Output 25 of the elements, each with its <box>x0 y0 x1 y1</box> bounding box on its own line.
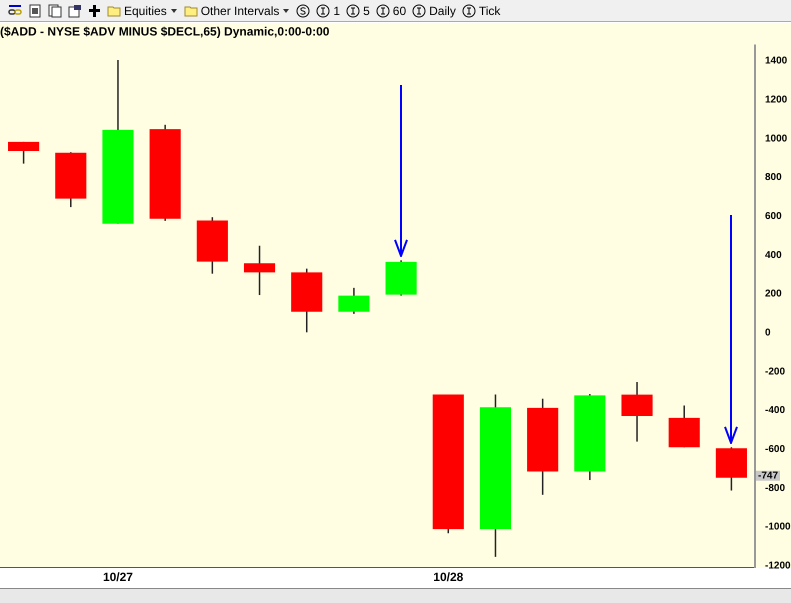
y-tick-label: -1000 <box>765 522 791 533</box>
text: Daily <box>429 4 456 18</box>
y-tick-label: -600 <box>765 444 786 455</box>
y-tick-label: 1000 <box>765 133 788 144</box>
y-tick-label: 600 <box>765 210 782 222</box>
y-tick-label: 800 <box>765 172 782 184</box>
y-tick-label: -200 <box>765 366 786 378</box>
text: Tick <box>478 4 500 18</box>
text: 1 <box>333 4 340 18</box>
y-tick-label: -800 <box>765 482 786 494</box>
text: Equities <box>124 4 167 18</box>
y-tick-label: 1400 <box>765 56 788 67</box>
text: 60 <box>392 4 406 18</box>
y-tick-label: -1200 <box>765 560 791 572</box>
chart-title: ($ADD - NYSE $ADV MINUS $DECL,65) Dynamic,0:00-0:00 <box>0 24 330 39</box>
y-tick-label: 1200 <box>765 94 788 106</box>
y-tick-label: 400 <box>765 250 782 261</box>
y-tick-label: 200 <box>765 288 782 300</box>
x-tick-label: 10/27 <box>102 570 134 584</box>
annotation: -747 <box>758 470 778 482</box>
y-tick-label: 0 <box>765 327 771 338</box>
text: 5 <box>363 4 370 18</box>
x-tick-label: 10/28 <box>433 570 464 584</box>
text: Other Intervals <box>200 4 280 18</box>
y-tick-label: -400 <box>765 405 786 416</box>
